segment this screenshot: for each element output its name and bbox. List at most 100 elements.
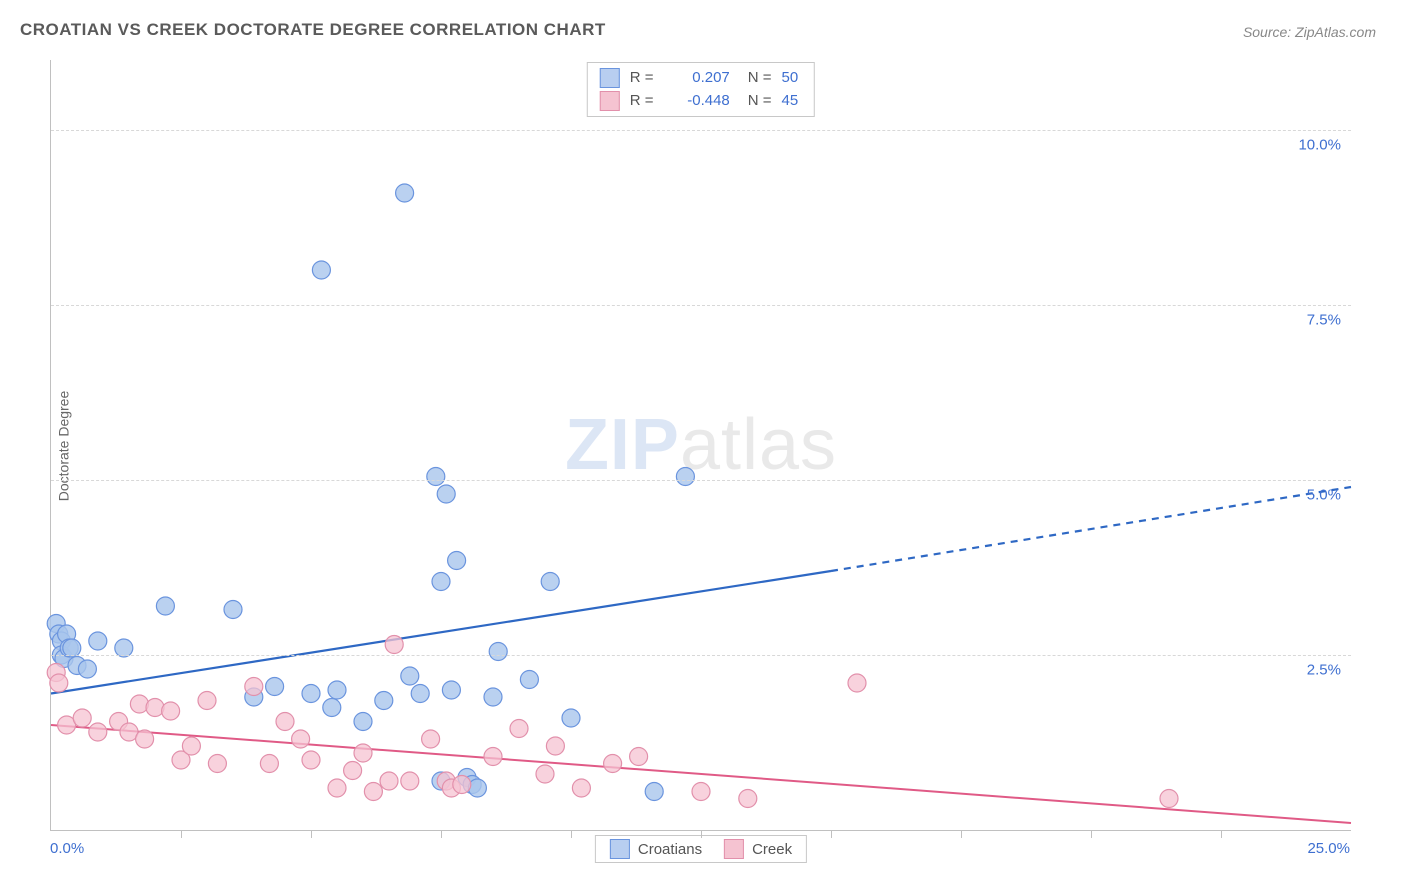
scatter-point: [437, 485, 455, 503]
scatter-point: [312, 261, 330, 279]
scatter-point: [396, 184, 414, 202]
scatter-point: [536, 765, 554, 783]
gridline: [51, 655, 1351, 656]
scatter-point: [344, 762, 362, 780]
gridline: [51, 305, 1351, 306]
scatter-point: [198, 692, 216, 710]
y-tick-label: 10.0%: [1298, 137, 1341, 154]
scatter-point: [520, 671, 538, 689]
scatter-point: [260, 755, 278, 773]
x-tick: [1091, 830, 1092, 838]
regression-line: [51, 725, 1351, 823]
y-tick-label: 2.5%: [1307, 662, 1341, 679]
scatter-point: [411, 685, 429, 703]
x-tick: [571, 830, 572, 838]
swatch-blue: [610, 839, 630, 859]
legend-row-creek: R = -0.448 N = 45: [600, 90, 798, 113]
scatter-point: [432, 573, 450, 591]
swatch-pink: [724, 839, 744, 859]
scatter-point: [328, 779, 346, 797]
scatter-point: [453, 776, 471, 794]
scatter-point: [604, 755, 622, 773]
scatter-point: [448, 552, 466, 570]
scatter-point: [676, 468, 694, 486]
chart-svg: [51, 60, 1351, 830]
scatter-point: [848, 674, 866, 692]
scatter-point: [146, 699, 164, 717]
scatter-point: [442, 681, 460, 699]
n-label: N =: [748, 67, 772, 90]
scatter-point: [78, 660, 96, 678]
scatter-point: [468, 779, 486, 797]
scatter-point: [245, 678, 263, 696]
scatter-point: [562, 709, 580, 727]
legend-label-croatians: Croatians: [638, 841, 702, 858]
swatch-pink: [600, 91, 620, 111]
scatter-point: [302, 751, 320, 769]
scatter-point: [427, 468, 445, 486]
y-tick-label: 5.0%: [1307, 487, 1341, 504]
scatter-point: [73, 709, 91, 727]
scatter-point: [1160, 790, 1178, 808]
scatter-point: [572, 779, 590, 797]
gridline: [51, 480, 1351, 481]
scatter-point: [328, 681, 346, 699]
scatter-point: [546, 737, 564, 755]
x-tick: [1221, 830, 1222, 838]
scatter-point: [422, 730, 440, 748]
scatter-point: [266, 678, 284, 696]
x-axis-max-label: 25.0%: [1307, 840, 1350, 857]
scatter-point: [50, 674, 68, 692]
legend-label-creek: Creek: [752, 841, 792, 858]
scatter-point: [323, 699, 341, 717]
scatter-point: [541, 573, 559, 591]
scatter-point: [276, 713, 294, 731]
legend-item-croatians: Croatians: [610, 839, 702, 859]
swatch-blue: [600, 68, 620, 88]
series-legend: Croatians Creek: [595, 835, 807, 863]
scatter-point: [484, 748, 502, 766]
scatter-point: [292, 730, 310, 748]
x-tick: [831, 830, 832, 838]
scatter-point: [510, 720, 528, 738]
scatter-point: [489, 643, 507, 661]
x-tick: [701, 830, 702, 838]
scatter-point: [89, 632, 107, 650]
n-value-creek: 45: [782, 90, 799, 113]
source-name: ZipAtlas.com: [1295, 24, 1376, 40]
r-value-croatians: 0.207: [670, 67, 730, 90]
legend-item-creek: Creek: [724, 839, 792, 859]
scatter-point: [364, 783, 382, 801]
source-label: Source:: [1243, 24, 1291, 40]
regression-line-extrapolated: [831, 487, 1351, 571]
n-label: N =: [748, 90, 772, 113]
scatter-point: [380, 772, 398, 790]
scatter-point: [354, 744, 372, 762]
correlation-legend: R = 0.207 N = 50 R = -0.448 N = 45: [587, 62, 815, 117]
scatter-point: [354, 713, 372, 731]
scatter-point: [89, 723, 107, 741]
x-tick: [441, 830, 442, 838]
scatter-point: [385, 636, 403, 654]
legend-row-croatians: R = 0.207 N = 50: [600, 67, 798, 90]
scatter-point: [630, 748, 648, 766]
r-value-creek: -0.448: [670, 90, 730, 113]
scatter-point: [692, 783, 710, 801]
scatter-point: [156, 597, 174, 615]
x-tick: [961, 830, 962, 838]
x-tick: [311, 830, 312, 838]
chart-title: CROATIAN VS CREEK DOCTORATE DEGREE CORRE…: [20, 20, 606, 40]
scatter-point: [645, 783, 663, 801]
scatter-point: [739, 790, 757, 808]
scatter-point: [182, 737, 200, 755]
scatter-point: [136, 730, 154, 748]
scatter-point: [375, 692, 393, 710]
n-value-croatians: 50: [782, 67, 799, 90]
scatter-point: [130, 695, 148, 713]
x-tick: [181, 830, 182, 838]
x-axis-min-label: 0.0%: [50, 840, 84, 857]
scatter-point: [484, 688, 502, 706]
y-tick-label: 7.5%: [1307, 312, 1341, 329]
gridline: [51, 130, 1351, 131]
source-attribution: Source: ZipAtlas.com: [1243, 24, 1376, 40]
